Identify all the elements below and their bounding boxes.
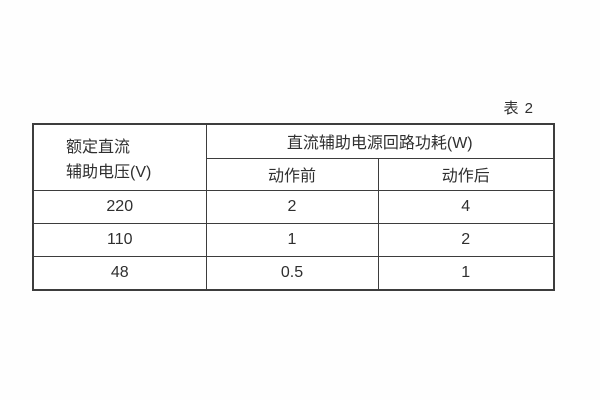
cell-voltage: 220 [32,190,207,224]
table-row: 220 2 4 [32,190,555,224]
cell-voltage: 48 [32,256,207,291]
header-row-sub: 动作前 动作后 [33,157,555,191]
sub-header-after-action: 动作后 [377,157,555,191]
table-row: 48 0.5 1 [32,256,555,291]
table-caption: 表 2 [503,100,534,117]
power-consumption-table: 额定直流 辅助电压(V) 直流辅助电源回路功耗(W) 动作前 动作后 220 2… [32,123,556,291]
voltage-header-line2: 辅助电压(V) [66,164,152,181]
cell-voltage: 110 [32,223,207,257]
sub-header-before-action: 动作前 [205,157,379,191]
cell-power-after: 2 [377,223,555,257]
table-row: 110 1 2 [32,223,555,257]
cell-power-before: 1 [205,223,379,257]
voltage-header-line1: 额定直流 [66,139,131,156]
cell-power-before: 2 [205,190,379,224]
voltage-header-cell: 额定直流 辅助电压(V) [32,123,207,191]
voltage-header-lines: 额定直流 辅助电压(V) [34,125,206,190]
cell-power-after: 4 [377,190,555,224]
header-row-group: 额定直流 辅助电压(V) 直流辅助电源回路功耗(W) [32,123,555,191]
group-header-cell: 直流辅助电源回路功耗(W) [205,123,555,159]
cell-power-after: 1 [377,256,555,291]
cell-power-before: 0.5 [205,256,379,291]
